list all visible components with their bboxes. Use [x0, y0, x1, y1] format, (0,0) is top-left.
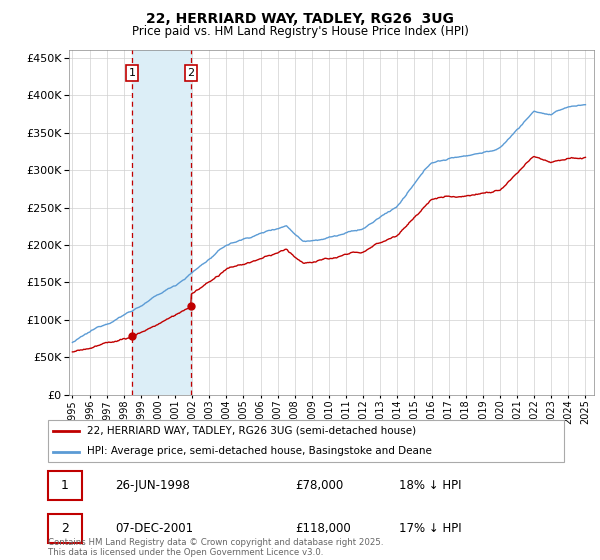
Text: 2: 2: [61, 522, 69, 535]
Text: 17% ↓ HPI: 17% ↓ HPI: [399, 522, 461, 535]
Bar: [48, 472, 82, 501]
Text: 26-JUN-1998: 26-JUN-1998: [115, 479, 190, 492]
Bar: [132, 50, 191, 395]
Text: 07-DEC-2001: 07-DEC-2001: [115, 522, 193, 535]
Text: 1: 1: [61, 479, 69, 492]
Text: 22, HERRIARD WAY, TADLEY, RG26 3UG (semi-detached house): 22, HERRIARD WAY, TADLEY, RG26 3UG (semi…: [86, 426, 416, 436]
Text: Price paid vs. HM Land Registry's House Price Index (HPI): Price paid vs. HM Land Registry's House …: [131, 25, 469, 38]
Text: 2: 2: [187, 68, 194, 78]
Text: £118,000: £118,000: [296, 522, 352, 535]
Text: 22, HERRIARD WAY, TADLEY, RG26  3UG: 22, HERRIARD WAY, TADLEY, RG26 3UG: [146, 12, 454, 26]
Text: 1: 1: [128, 68, 136, 78]
Bar: [48, 514, 82, 543]
Text: £78,000: £78,000: [296, 479, 344, 492]
Text: HPI: Average price, semi-detached house, Basingstoke and Deane: HPI: Average price, semi-detached house,…: [86, 446, 431, 456]
Text: 18% ↓ HPI: 18% ↓ HPI: [399, 479, 461, 492]
Text: Contains HM Land Registry data © Crown copyright and database right 2025.
This d: Contains HM Land Registry data © Crown c…: [48, 538, 383, 557]
